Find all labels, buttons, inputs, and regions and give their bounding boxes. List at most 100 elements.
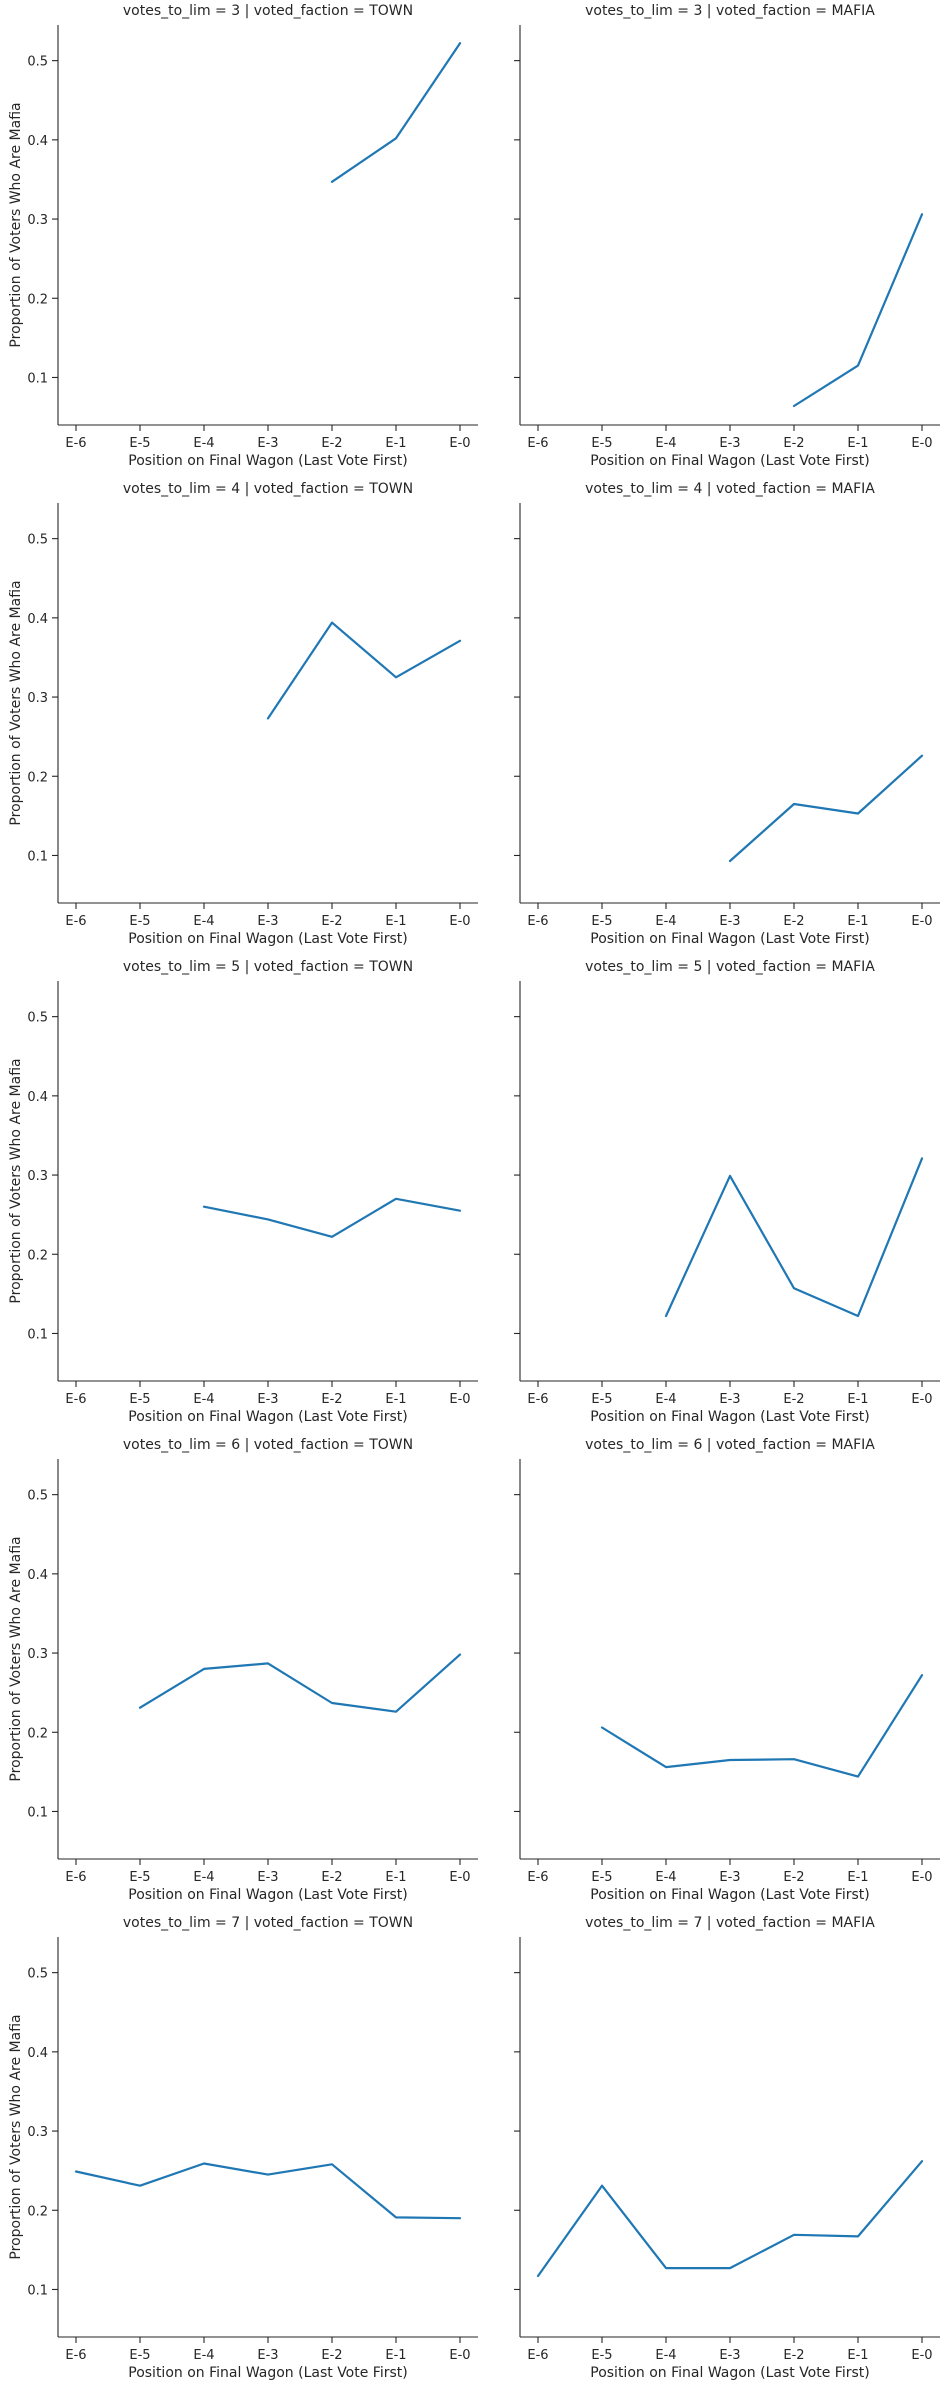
facet-panel: votes_to_lim = 6 | voted_faction = MAFIA… — [514, 1437, 940, 1903]
y-tick-label: 0.4 — [27, 1568, 48, 1583]
x-tick-label: E-2 — [321, 436, 342, 451]
panel-title: votes_to_lim = 6 | voted_faction = MAFIA — [585, 1437, 875, 1453]
x-tick-label: E-0 — [449, 2348, 470, 2363]
x-tick-label: E-4 — [655, 914, 676, 929]
panel-title: votes_to_lim = 5 | voted_faction = TOWN — [123, 959, 413, 975]
facet-panel: votes_to_lim = 5 | voted_faction = MAFIA… — [514, 959, 940, 1425]
x-tick-label: E-2 — [321, 2348, 342, 2363]
y-tick-label: 0.2 — [27, 770, 48, 785]
series-line — [536, 2160, 924, 2278]
x-tick-label: E-2 — [783, 1392, 804, 1407]
x-tick-label: E-2 — [783, 914, 804, 929]
x-tick-label: E-3 — [257, 1392, 278, 1407]
x-axis-label: Position on Final Wagon (Last Vote First… — [590, 453, 869, 469]
series-line — [728, 754, 924, 863]
x-tick-label: E-6 — [65, 2348, 86, 2363]
facet-panel: votes_to_lim = 7 | voted_faction = MAFIA… — [514, 1915, 940, 2381]
x-tick-label: E-3 — [257, 2348, 278, 2363]
x-tick-label: E-1 — [385, 2348, 406, 2363]
x-tick-label: E-6 — [65, 1392, 86, 1407]
x-tick-label: E-0 — [449, 1870, 470, 1885]
x-tick-label: E-5 — [591, 1870, 612, 1885]
x-tick-label: E-6 — [65, 914, 86, 929]
x-tick-label: E-5 — [591, 2348, 612, 2363]
facet-panel: votes_to_lim = 5 | voted_faction = TOWN 0… — [8, 959, 478, 1425]
x-tick-label: E-1 — [385, 1870, 406, 1885]
x-tick-label: E-2 — [321, 1392, 342, 1407]
x-axis-label: Position on Final Wagon (Last Vote First… — [128, 1887, 407, 1903]
y-tick-label: 0.5 — [27, 533, 48, 548]
y-tick-label: 0.3 — [27, 691, 48, 706]
x-tick-label: E-1 — [847, 1392, 868, 1407]
facet-panel: votes_to_lim = 6 | voted_faction = TOWN 0… — [8, 1437, 478, 1903]
facet-panel: votes_to_lim = 3 | voted_faction = TOWN 0… — [8, 3, 478, 469]
x-tick-label: E-0 — [911, 914, 932, 929]
x-tick-label: E-5 — [591, 1392, 612, 1407]
x-tick-label: E-5 — [591, 436, 612, 451]
x-tick-label: E-6 — [65, 1870, 86, 1885]
x-axis-label: Position on Final Wagon (Last Vote First… — [590, 1887, 869, 1903]
y-tick-label: 0.4 — [27, 1090, 48, 1105]
y-axis-label: Proportion of Voters Who Are Mafia — [8, 102, 24, 347]
x-tick-label: E-4 — [193, 914, 214, 929]
x-tick-label: E-4 — [193, 2348, 214, 2363]
panel-title: votes_to_lim = 7 | voted_faction = MAFIA — [585, 1915, 875, 1931]
series-line — [664, 1157, 924, 1318]
x-tick-label: E-0 — [449, 436, 470, 451]
x-tick-label: E-3 — [257, 1870, 278, 1885]
x-axis-label: Position on Final Wagon (Last Vote First… — [590, 2365, 869, 2381]
x-tick-label: E-1 — [847, 436, 868, 451]
x-tick-label: E-4 — [193, 1392, 214, 1407]
y-tick-label: 0.3 — [27, 213, 48, 228]
x-tick-label: E-4 — [655, 436, 676, 451]
y-tick-label: 0.2 — [27, 292, 48, 307]
panel-title: votes_to_lim = 3 | voted_faction = TOWN — [123, 3, 413, 19]
x-tick-label: E-5 — [129, 1870, 150, 1885]
x-tick-label: E-4 — [193, 1870, 214, 1885]
y-tick-label: 0.3 — [27, 1647, 48, 1662]
x-tick-label: E-3 — [719, 2348, 740, 2363]
y-tick-label: 0.1 — [27, 1327, 48, 1342]
y-axis-label: Proportion of Voters Who Are Mafia — [8, 580, 24, 825]
y-tick-label: 0.2 — [27, 2204, 48, 2219]
x-tick-label: E-4 — [655, 2348, 676, 2363]
y-tick-label: 0.5 — [27, 55, 48, 70]
x-tick-label: E-4 — [655, 1392, 676, 1407]
panel-title: votes_to_lim = 5 | voted_faction = MAFIA — [585, 959, 875, 975]
x-tick-label: E-0 — [449, 914, 470, 929]
y-tick-label: 0.4 — [27, 134, 48, 149]
facet-panel: votes_to_lim = 4 | voted_faction = MAFIA… — [514, 481, 940, 947]
series-line — [202, 1197, 462, 1238]
x-tick-label: E-5 — [129, 914, 150, 929]
panel-title: votes_to_lim = 7 | voted_faction = TOWN — [123, 1915, 413, 1931]
x-tick-label: E-2 — [783, 436, 804, 451]
x-tick-label: E-1 — [385, 914, 406, 929]
y-tick-label: 0.4 — [27, 612, 48, 627]
x-tick-label: E-5 — [591, 914, 612, 929]
x-tick-label: E-6 — [65, 436, 86, 451]
series-line — [330, 42, 462, 183]
series-line — [600, 1674, 924, 1778]
panel-title: votes_to_lim = 3 | voted_faction = MAFIA — [585, 3, 875, 19]
x-tick-label: E-6 — [527, 1392, 548, 1407]
x-axis-label: Position on Final Wagon (Last Vote First… — [590, 931, 869, 947]
y-tick-label: 0.5 — [27, 1967, 48, 1982]
x-tick-label: E-3 — [719, 914, 740, 929]
series-line — [74, 2162, 462, 2220]
x-tick-label: E-6 — [527, 2348, 548, 2363]
y-tick-label: 0.1 — [27, 1805, 48, 1820]
x-tick-label: E-0 — [911, 1392, 932, 1407]
series-line — [792, 213, 924, 408]
x-tick-label: E-5 — [129, 2348, 150, 2363]
x-tick-label: E-0 — [911, 1870, 932, 1885]
series-line — [266, 621, 462, 720]
x-tick-label: E-1 — [385, 436, 406, 451]
x-tick-label: E-2 — [321, 1870, 342, 1885]
x-axis-label: Position on Final Wagon (Last Vote First… — [128, 1409, 407, 1425]
series-line — [138, 1653, 462, 1713]
x-tick-label: E-2 — [783, 1870, 804, 1885]
x-tick-label: E-0 — [911, 436, 932, 451]
y-axis-label: Proportion of Voters Who Are Mafia — [8, 1536, 24, 1781]
x-axis-label: Position on Final Wagon (Last Vote First… — [128, 453, 407, 469]
